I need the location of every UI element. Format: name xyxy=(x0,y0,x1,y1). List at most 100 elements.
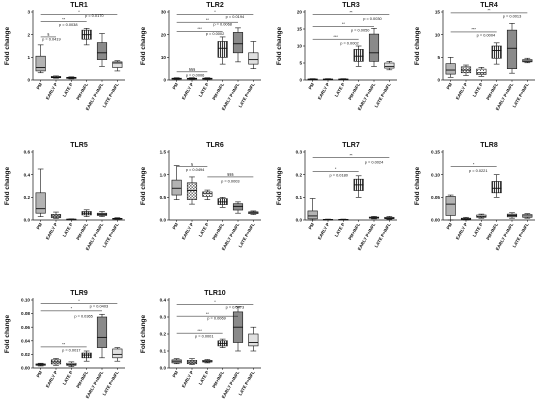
p-value-label: p = 0.0001 xyxy=(195,333,214,338)
box-late-p xyxy=(67,219,77,220)
box-pm xyxy=(308,79,318,80)
x-tick-label: PM xyxy=(35,222,43,231)
y-tick-label: 1.5 xyxy=(160,150,167,155)
x-tick-label: LATE P xyxy=(198,222,210,238)
y-tick-label: 20 xyxy=(297,10,303,15)
box-late-p xyxy=(203,190,213,200)
y-tick-label: 0.08 xyxy=(21,311,30,316)
significance-label: ** xyxy=(349,152,353,157)
box-early-p xyxy=(51,212,61,218)
y-tick-label: 0.4 xyxy=(160,298,167,303)
x-tick-label: PM+INFL xyxy=(211,370,225,389)
box-pm xyxy=(446,195,456,220)
y-tick-label: 10 xyxy=(297,44,303,49)
y-tick-label: 0 xyxy=(27,78,30,83)
p-value-label: p = 0.0419 xyxy=(42,36,61,41)
y-tick-label: 0 xyxy=(163,78,166,83)
y-tick-label: 0.04 xyxy=(21,338,30,343)
x-tick-label: EARLY P xyxy=(455,82,469,101)
iqr-box xyxy=(233,32,243,52)
x-tick-label: EARLY P xyxy=(317,222,331,241)
x-tick-label: LATE P xyxy=(62,222,74,238)
y-tick-label: 0.00 xyxy=(431,218,440,223)
x-tick-label: PM xyxy=(307,222,315,231)
y-tick-label: 10 xyxy=(161,55,167,60)
iqr-box xyxy=(477,69,487,74)
box-early-p xyxy=(461,65,471,75)
x-tick-label: PM+INFL xyxy=(485,222,499,241)
x-tick-label: LATE P+INFL xyxy=(374,222,392,249)
box-pm-infl xyxy=(82,28,92,45)
y-tick-label: 15 xyxy=(297,27,303,32)
significance-label: * xyxy=(71,306,73,311)
iqr-box xyxy=(385,63,395,68)
significance-label: * xyxy=(78,298,80,303)
y-tick-label: 0.2 xyxy=(296,172,303,177)
iqr-box xyxy=(507,30,517,69)
iqr-box xyxy=(249,334,259,346)
x-tick-label: EARLY P xyxy=(317,82,331,101)
p-value-label: p = 0.0180 xyxy=(329,172,348,177)
x-tick-label: EARLY P xyxy=(45,370,59,389)
box-early-p xyxy=(323,79,333,80)
p-value-label: p = 0.0030 xyxy=(363,16,382,21)
x-tick-label: LATE P+INFL xyxy=(238,82,256,109)
box-late-p xyxy=(67,77,77,79)
box-early-p xyxy=(187,78,197,80)
chart-panel-tlr9: TLR9Fold change0.000.020.040.060.080.10P… xyxy=(0,288,135,416)
x-tick-label: PM xyxy=(445,222,453,231)
box-pm-infl xyxy=(354,46,364,66)
box-late-p xyxy=(203,78,213,80)
box-pm-infl xyxy=(218,37,228,64)
iqr-box xyxy=(203,192,213,197)
box-pm xyxy=(36,363,46,366)
box-early-p-infl xyxy=(233,28,243,62)
chart-title: TLR7 xyxy=(342,142,360,149)
significance-label: *** xyxy=(197,26,202,31)
p-value-label: p = 0.0194 xyxy=(226,14,245,19)
y-tick-label: 0.06 xyxy=(21,325,30,330)
box-late-p-infl xyxy=(523,58,533,63)
y-tick-label: 0.2 xyxy=(24,195,31,200)
box-late-p-infl xyxy=(249,41,259,68)
box-pm-infl xyxy=(492,43,502,64)
x-tick-label: PM+INFL xyxy=(347,82,361,101)
box-early-p-infl xyxy=(97,314,107,358)
y-tick-label: 2 xyxy=(27,32,30,37)
box-pm xyxy=(172,359,182,364)
x-tick-label: LATE P+INFL xyxy=(238,370,256,397)
chart-panel-tlr4: TLR4Fold change051015PM EARLY P LATE P PM+I… xyxy=(410,0,545,128)
p-value-label: p = 0.0494 xyxy=(186,167,205,172)
y-tick-label: 0.15 xyxy=(431,150,440,155)
x-tick-label: PM xyxy=(171,370,179,379)
y-axis-label: Fold change xyxy=(140,314,147,353)
x-tick-label: LATE P xyxy=(62,370,74,386)
y-tick-label: 0.10 xyxy=(21,298,30,303)
chart-title: TLR9 xyxy=(70,290,88,297)
box-pm xyxy=(446,57,456,77)
x-tick-label: LATE P+INFL xyxy=(238,222,256,249)
x-tick-label: LATE P+INFL xyxy=(512,82,530,109)
y-tick-label: 5 xyxy=(299,61,302,66)
y-tick-label: 0.1 xyxy=(296,195,303,200)
x-tick-label: PM xyxy=(171,222,179,231)
iqr-box xyxy=(492,46,502,58)
y-tick-label: 0.3 xyxy=(160,315,167,320)
x-tick-label: EARLY P xyxy=(45,82,59,101)
significance-label: ** xyxy=(62,16,66,21)
box-early-p xyxy=(187,177,197,204)
y-axis-label: Fold change xyxy=(276,166,283,205)
significance-label: ** xyxy=(206,17,210,22)
x-tick-label: LATE P xyxy=(334,222,346,238)
box-early-p-infl xyxy=(233,307,243,351)
significance-label: §§§ xyxy=(189,67,196,72)
box-late-p-infl xyxy=(385,61,395,70)
x-tick-label: PM+INFL xyxy=(75,370,89,389)
significance-label: * xyxy=(335,166,337,171)
y-axis-label: Fold change xyxy=(140,26,147,65)
box-pm-infl xyxy=(218,197,228,207)
chart-panel-tlr3: TLR3Fold change05101520PM EARLY P LATE P PM… xyxy=(272,0,407,128)
box-pm-infl xyxy=(492,175,502,198)
iqr-box xyxy=(36,193,46,213)
box-early-p-infl xyxy=(507,23,517,73)
